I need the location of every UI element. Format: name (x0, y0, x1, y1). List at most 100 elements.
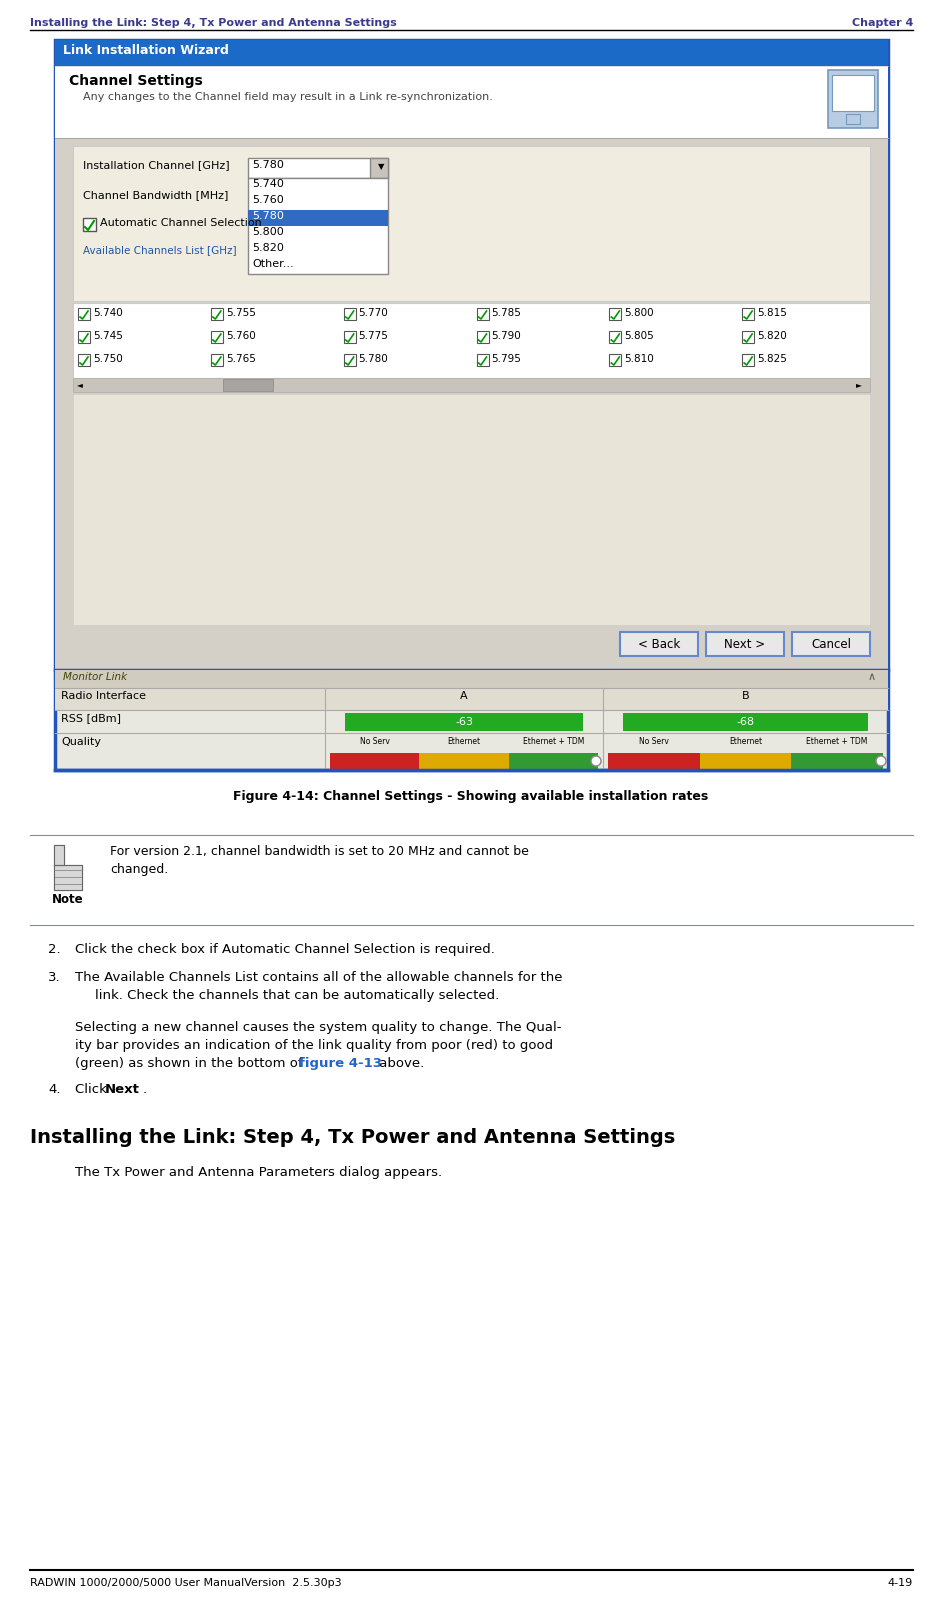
Text: 4.: 4. (48, 1083, 60, 1096)
Bar (791, 752, 883, 768)
Bar (623, 714, 868, 731)
Text: Channel Bandwidth [MHz]: Channel Bandwidth [MHz] (83, 189, 228, 200)
Text: ity bar provides an indication of the link quality from poor (red) to good: ity bar provides an indication of the li… (75, 1039, 554, 1052)
Text: -63: -63 (455, 717, 473, 727)
Bar (700, 752, 791, 768)
Text: RADWIN 1000/2000/5000 User ManualVersion  2.5.30p3: RADWIN 1000/2000/5000 User ManualVersion… (30, 1578, 341, 1588)
Text: 5.780: 5.780 (252, 160, 284, 170)
Text: Click the check box if Automatic Channel Selection is required.: Click the check box if Automatic Channel… (75, 943, 495, 956)
Bar (55, 670, 888, 770)
Text: 5.740: 5.740 (252, 180, 284, 189)
Bar (476, 308, 488, 321)
Text: 5.825: 5.825 (757, 354, 787, 364)
Text: Installing the Link: Step 4, Tx Power and Antenna Settings: Installing the Link: Step 4, Tx Power an… (30, 1128, 675, 1147)
Bar (55, 40, 888, 66)
Text: For version 2.1, channel bandwidth is set to 20 MHz and cannot be: For version 2.1, channel bandwidth is se… (110, 845, 529, 858)
Text: 5.785: 5.785 (491, 308, 521, 318)
Text: Installation Channel [GHz]: Installation Channel [GHz] (83, 160, 230, 170)
Text: 5.820: 5.820 (757, 330, 786, 342)
Text: Ethernet: Ethernet (447, 736, 481, 746)
Text: Chapter 4: Chapter 4 (852, 18, 913, 27)
Text: 5.815: 5.815 (757, 308, 787, 318)
Bar (343, 354, 356, 366)
Circle shape (876, 755, 886, 767)
Text: 5.745: 5.745 (93, 330, 123, 342)
Text: Ethernet + TDM: Ethernet + TDM (806, 736, 868, 746)
Bar (476, 354, 488, 366)
Bar (73, 395, 870, 626)
Bar (211, 330, 223, 343)
Bar (211, 308, 223, 321)
Bar (742, 354, 754, 366)
Bar (223, 379, 273, 391)
Bar (55, 688, 888, 711)
Text: 5.790: 5.790 (491, 330, 521, 342)
Text: (green) as shown in the bottom of: (green) as shown in the bottom of (75, 1057, 306, 1070)
Polygon shape (54, 845, 64, 865)
Bar (330, 752, 420, 768)
Text: No Serv: No Serv (639, 736, 669, 746)
Text: RSS [dBm]: RSS [dBm] (61, 714, 121, 723)
Text: 5.820: 5.820 (252, 242, 284, 253)
Bar (792, 632, 870, 656)
Bar (345, 714, 583, 731)
Text: ∧: ∧ (868, 672, 876, 682)
Bar (78, 330, 90, 343)
Text: Monitor Link: Monitor Link (63, 672, 127, 682)
Bar (476, 330, 488, 343)
Text: 5.800: 5.800 (252, 228, 284, 237)
Bar (609, 354, 621, 366)
Text: 5.740: 5.740 (93, 308, 123, 318)
Text: 5.800: 5.800 (624, 308, 653, 318)
Bar (83, 218, 96, 231)
Text: 5.810: 5.810 (624, 354, 654, 364)
Bar (608, 752, 700, 768)
Text: Installing the Link: Step 4, Tx Power and Antenna Settings: Installing the Link: Step 4, Tx Power an… (30, 18, 397, 27)
Text: Next: Next (105, 1083, 140, 1096)
Text: Quality: Quality (61, 736, 101, 747)
Bar (78, 308, 90, 321)
Text: The Tx Power and Antenna Parameters dialog appears.: The Tx Power and Antenna Parameters dial… (75, 1166, 442, 1179)
Bar (55, 66, 888, 138)
Text: B: B (742, 691, 750, 701)
Text: The Available Channels List contains all of the allowable channels for the: The Available Channels List contains all… (75, 970, 563, 983)
Text: 5.780: 5.780 (252, 212, 284, 221)
Bar (420, 752, 508, 768)
Text: Any changes to the Channel field may result in a Link re-synchronization.: Any changes to the Channel field may res… (83, 91, 493, 103)
Text: Note: Note (52, 893, 84, 906)
Text: 5.760: 5.760 (252, 196, 284, 205)
Text: 5.760: 5.760 (225, 330, 256, 342)
Text: Channel Settings: Channel Settings (69, 74, 203, 88)
Bar (73, 146, 870, 302)
Text: -68: -68 (736, 717, 754, 727)
Text: 5.780: 5.780 (358, 354, 389, 364)
Text: Ethernet: Ethernet (729, 736, 762, 746)
Text: Radio Interface: Radio Interface (61, 691, 146, 701)
Bar (78, 354, 90, 366)
Bar (846, 114, 860, 124)
Text: ►: ► (856, 380, 862, 390)
Text: ▼: ▼ (378, 162, 385, 172)
Bar (55, 40, 888, 670)
Bar (706, 632, 784, 656)
Text: 3.: 3. (48, 970, 60, 983)
Text: Next >: Next > (724, 637, 766, 651)
Text: Cancel: Cancel (811, 637, 851, 651)
Bar (609, 308, 621, 321)
Bar (742, 308, 754, 321)
Text: < Back: < Back (637, 637, 680, 651)
Text: 5.755: 5.755 (225, 308, 256, 318)
Bar (73, 303, 870, 379)
Circle shape (591, 755, 601, 767)
Text: 5.750: 5.750 (93, 354, 123, 364)
Text: 5.770: 5.770 (358, 308, 389, 318)
Bar (828, 71, 878, 128)
Text: ◄: ◄ (77, 380, 83, 390)
Bar (73, 379, 870, 391)
Bar (620, 632, 698, 656)
Text: 2.: 2. (48, 943, 60, 956)
Text: Other...: Other... (252, 258, 293, 269)
Text: Ethernet + TDM: Ethernet + TDM (522, 736, 584, 746)
Text: figure 4-13: figure 4-13 (299, 1057, 382, 1070)
Text: No Serv: No Serv (359, 736, 389, 746)
